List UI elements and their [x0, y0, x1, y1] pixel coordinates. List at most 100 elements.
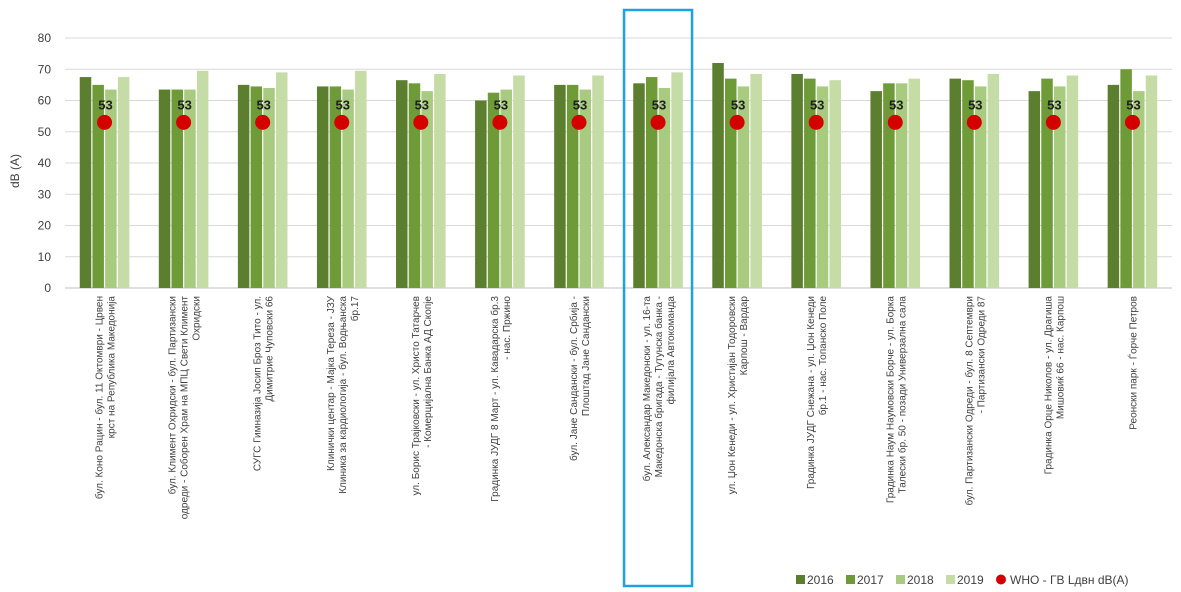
x-category-label: Мишовиќ 66 - нас. Карпош: [1055, 296, 1066, 419]
category-labels: бул. Коно Рацин - бул. 11 Октомври - Црв…: [94, 295, 1140, 519]
who-limit-value-label: 53: [1126, 97, 1140, 112]
gridlines: [65, 37, 1172, 258]
bar-2018: [342, 89, 354, 288]
bar-2017: [566, 84, 579, 288]
who-limit-value-label: 53: [731, 97, 745, 112]
y-tick-label: 80: [38, 31, 52, 45]
who-limit-marker: [492, 114, 508, 130]
bar-2017: [250, 86, 263, 288]
who-limit-marker: [808, 114, 824, 130]
x-category-label: Реонски парк - Ѓорче Петров: [1126, 296, 1139, 430]
bar-2017: [1120, 69, 1132, 288]
bar-2019: [513, 75, 525, 288]
who-limit-marker: [413, 114, 429, 130]
y-tick-label: 0: [44, 281, 51, 295]
x-category-label: Плоштад Јане Сандански: [581, 296, 592, 416]
who-limit-marker: [571, 114, 587, 130]
bar-2018: [500, 89, 512, 288]
bar-2016: [79, 77, 92, 288]
x-category-label: - нас. Пржино: [502, 296, 513, 360]
bar-2018: [263, 88, 275, 288]
legend-swatch-2018: [896, 575, 905, 584]
bar-2017: [725, 78, 737, 288]
who-limit-value-label: 53: [889, 97, 903, 112]
bar-2018: [658, 88, 671, 288]
bar-2019: [908, 78, 921, 288]
bar-2017: [92, 84, 104, 288]
bar-2019: [592, 75, 604, 288]
x-category-label: бр.1 - нас. Топанско Поле: [817, 296, 829, 416]
bar-2016: [949, 78, 962, 288]
legend-label-2016: 2016: [807, 573, 834, 587]
x-category-label: - Комерцијална Банка АД Скопје: [423, 296, 434, 448]
data-labels: 53 53 53 53 53 53 53 53 53 53 53 53 53 53: [98, 97, 1140, 112]
bar-2018: [184, 89, 196, 288]
y-tick-label: 10: [38, 250, 52, 264]
category-label-group: ул. Борис Трајковски - ул. Христо Татарч…: [411, 296, 434, 496]
bar-2018: [974, 86, 987, 288]
x-category-label: - Партизански Одреди 87: [976, 296, 987, 414]
bar-2019: [434, 73, 446, 288]
x-category-label: Градинка ЈУДГ Снежана - ул. Џон Кенеди: [806, 296, 817, 489]
who-limit-value-label: 53: [494, 97, 508, 112]
bar-2019: [671, 72, 683, 288]
x-category-label: ул. Борис Трајковски - ул. Христо Татарч…: [411, 296, 422, 495]
category-label-group: Реонски парк - Ѓорче Петров: [1126, 296, 1139, 430]
x-category-label: Клиника за кардиологија - бул. Водњанска: [337, 296, 349, 494]
bar-2018: [816, 86, 829, 288]
bar-2016: [237, 84, 250, 288]
bars: [79, 63, 1158, 288]
bar-2017: [645, 77, 658, 288]
bar-2019: [117, 77, 130, 288]
bar-2017: [1041, 78, 1053, 288]
bar-2019: [196, 70, 209, 288]
who-limit-value-label: 53: [968, 97, 982, 112]
legend-label-who: WHO - ГВ Lдвн dB(A): [1010, 573, 1129, 587]
bar-2019: [750, 73, 762, 288]
who-limit-marker: [1124, 114, 1140, 130]
bar-2018: [1133, 91, 1145, 288]
legend-swatch-2019: [946, 575, 955, 584]
bar-2019: [987, 73, 1000, 288]
bar-2019: [275, 72, 288, 288]
bar-2016: [1107, 84, 1120, 288]
x-category-label: бул. Коно Рацин - бул. 11 Октомври - Црв…: [94, 296, 106, 499]
who-limit-marker: [334, 114, 350, 130]
bar-2018: [579, 89, 592, 288]
category-label-group: ул. Џон Кенеди - ул. Христијан Тодоровск…: [727, 296, 750, 495]
x-category-label: Градинка Орце Николов - ул. Драгиша: [1043, 296, 1054, 475]
category-label-group: бул. Коно Рацин - бул. 11 Октомври - Црв…: [94, 296, 118, 500]
who-limit-marker: [729, 114, 745, 130]
bar-2016: [475, 100, 487, 288]
y-tick-label: 70: [38, 62, 52, 76]
x-category-label: бул. Александар Македонски - ул. 16-та: [641, 296, 653, 482]
x-category-label: одреди - Соборен Храм на МПЦ Свети Климе…: [179, 296, 191, 520]
bar-2017: [804, 78, 816, 288]
x-category-label: Македонска бригада - Тутунска банка -: [653, 296, 665, 477]
x-category-label: Димитрие Чуповски 66: [265, 296, 276, 402]
who-limit-marker: [255, 114, 271, 130]
bar-2017: [329, 86, 342, 288]
x-category-label: филијала Автокоманда: [665, 296, 677, 405]
category-label-group: Клинички центар - Мајка Тереза - ЈЗУ Клин…: [326, 295, 361, 493]
y-tick-label: 60: [38, 94, 52, 108]
bar-2016: [158, 89, 171, 288]
category-label-group: бул. Александар Македонски - ул. 16-та Ма…: [641, 296, 677, 482]
category-label-group: бул. Партизански Одреди - бул. 8 Септемв…: [963, 296, 987, 506]
who-limit-value-label: 53: [98, 97, 112, 112]
y-axis-label: dB (A): [8, 154, 22, 188]
x-category-label: Талески бр. 50 - позади Универзална сала: [896, 296, 908, 494]
bar-2017: [487, 92, 500, 288]
category-label-group: СУГС Гимназија Јосип Броз Тито - ул. Дими…: [253, 296, 276, 472]
bar-2018: [105, 89, 117, 288]
bar-2016: [791, 73, 803, 288]
x-category-label: Градинка ЈУДГ 8 Март - ул. Кавадарска бр…: [489, 296, 501, 502]
who-limit-value-label: 53: [336, 97, 350, 112]
bar-2018: [1053, 86, 1066, 288]
who-limit-value-label: 53: [1047, 97, 1061, 112]
bar-2016: [396, 80, 408, 288]
category-label-group: Градинка ЈУДГ 8 Март - ул. Кавадарска бр…: [489, 296, 513, 502]
bar-2016: [316, 86, 329, 288]
who-limit-value-label: 53: [415, 97, 429, 112]
y-tick-label: 50: [38, 125, 52, 139]
